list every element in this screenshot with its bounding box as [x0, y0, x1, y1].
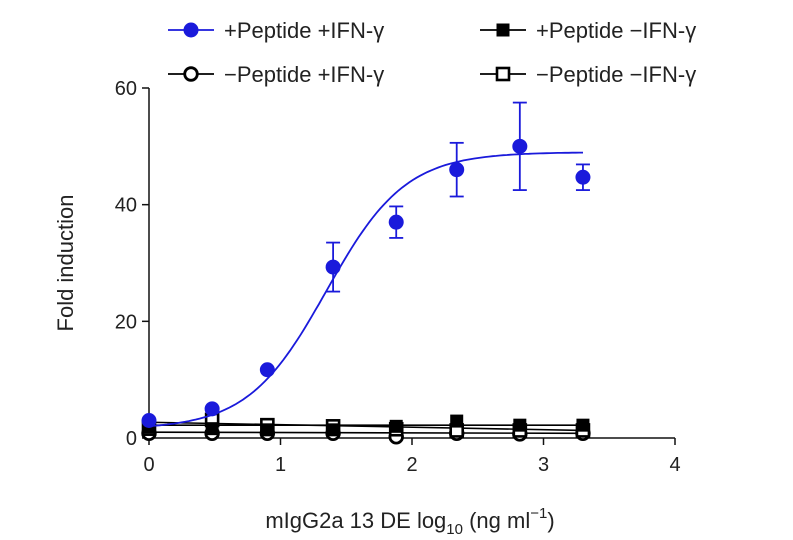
series-line: [148, 421, 583, 432]
x-tick-label: 4: [669, 454, 680, 476]
legend: +Peptide +IFN-γ +Peptide −IFN-γ −Peptide +…: [168, 18, 696, 87]
y-tick-label: 20: [115, 311, 137, 333]
legend-marker: [496, 23, 510, 37]
series-line: [148, 431, 583, 435]
legend-label: +Peptide −IFN-γ: [536, 18, 696, 43]
data-point: [325, 259, 341, 275]
data-point: [449, 162, 465, 178]
data-point: [141, 413, 157, 428]
legend-marker: [495, 66, 511, 82]
legend-item-3: −Peptide −IFN-γ: [480, 62, 696, 87]
data-point: [204, 401, 220, 417]
series-0: [141, 101, 591, 428]
x-tick-label: 2: [406, 454, 417, 476]
legend-item-1: +Peptide −IFN-γ: [480, 18, 696, 43]
legend-label: −Peptide +IFN-γ: [224, 62, 384, 87]
legend-label: −Peptide −IFN-γ: [536, 62, 696, 87]
y-tick-label: 40: [115, 195, 137, 217]
x-tick-label: 0: [143, 454, 154, 476]
legend-marker: [183, 22, 199, 38]
data-point: [512, 138, 528, 154]
fit-curve: [148, 151, 583, 428]
legend-marker: [183, 66, 199, 82]
data-point: [259, 362, 275, 378]
data-point: [389, 419, 403, 433]
x-axis-title: mIgG2a 13 DE log10 (ng ml−1): [265, 505, 554, 538]
data-point: [388, 214, 404, 230]
legend-label: +Peptide +IFN-γ: [224, 18, 384, 43]
data-point: [450, 414, 464, 428]
x-tick-label: 1: [275, 454, 286, 476]
data-point: [205, 422, 219, 436]
data-point: [326, 423, 340, 437]
data-point: [260, 423, 274, 437]
x-tick-label: 3: [538, 454, 549, 476]
y-tick-label: 60: [115, 78, 137, 100]
series-1: [142, 414, 590, 437]
data-point: [513, 418, 527, 432]
y-tick-label: 0: [126, 428, 137, 450]
legend-item-0: +Peptide +IFN-γ: [168, 18, 384, 43]
axes: 0 20 40 60 0 1 2 3 4 Fold induction mIgG2a 13 DE l…: [53, 78, 681, 538]
data-point: [575, 169, 591, 185]
y-axis-title: Fold induction: [53, 195, 78, 332]
plot-area: [141, 101, 591, 445]
data-point: [576, 418, 590, 432]
legend-item-2: −Peptide +IFN-γ: [168, 62, 384, 87]
